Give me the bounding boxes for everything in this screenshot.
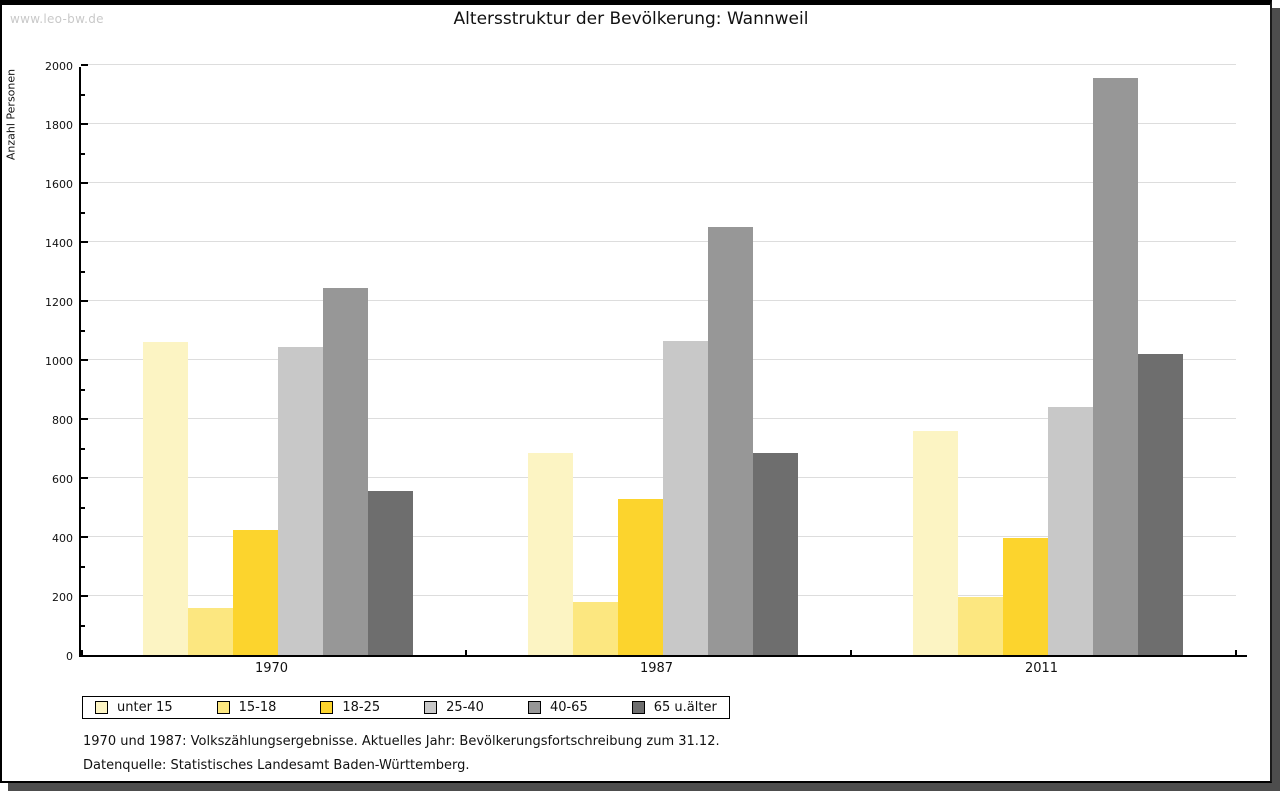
y-tick-label-1800: 1800 xyxy=(45,119,73,132)
y-major-tick-400 xyxy=(81,536,88,538)
x-tick-2 xyxy=(850,650,852,655)
bar-1987-18-25 xyxy=(618,498,663,655)
y-major-tick-1000 xyxy=(81,359,88,361)
x-tick-3 xyxy=(1235,650,1237,655)
y-minor-tick-300 xyxy=(81,565,85,568)
bar-1970-25-40 xyxy=(278,346,323,655)
y-minor-tick-500 xyxy=(81,506,85,509)
y-major-tick-1400 xyxy=(81,241,88,243)
bar-2011-65-u-lter xyxy=(1138,354,1183,655)
bar-1970-65-u-lter xyxy=(368,491,413,655)
gridline-1600 xyxy=(81,182,1236,183)
legend-label-2: 18-25 xyxy=(342,700,381,715)
y-major-tick-1800 xyxy=(81,123,88,125)
legend-item-65-u-lter: 65 u.älter xyxy=(631,700,717,715)
y-tick-label-0: 0 xyxy=(66,650,73,663)
shadow-bottom xyxy=(8,783,1272,791)
y-major-tick-200 xyxy=(81,595,88,597)
gridline-1400 xyxy=(81,241,1236,242)
shadow-right xyxy=(1272,8,1280,791)
footnote-line-1: 1970 und 1987: Volkszählungsergebnisse. … xyxy=(83,734,720,749)
legend-label-4: 40-65 xyxy=(549,700,588,715)
gridline-1800 xyxy=(81,123,1236,124)
gridline-2000 xyxy=(81,64,1236,65)
gridline-600 xyxy=(81,477,1236,478)
legend-swatch-2 xyxy=(320,701,334,714)
gridline-1200 xyxy=(81,300,1236,301)
legend-swatch-5 xyxy=(631,701,645,714)
x-tick-1 xyxy=(465,650,467,655)
y-tick-label-1000: 1000 xyxy=(45,355,73,368)
y-minor-tick-1700 xyxy=(81,152,85,155)
y-minor-tick-1900 xyxy=(81,93,85,96)
legend-item-unter-15: unter 15 xyxy=(95,700,173,715)
y-major-tick-600 xyxy=(81,477,88,479)
y-axis-title: Anzahl Personen xyxy=(4,68,18,161)
y-minor-tick-700 xyxy=(81,447,85,450)
bar-2011-15-18 xyxy=(958,597,1003,655)
bar-1987-65-u-lter xyxy=(753,452,798,655)
bar-1970-40-65 xyxy=(323,287,368,655)
y-tick-label-200: 200 xyxy=(52,591,73,604)
bar-1987-unter-15 xyxy=(528,452,573,655)
bar-1987-40-65 xyxy=(708,227,753,655)
bar-2011-unter-15 xyxy=(913,430,958,655)
legend-swatch-1 xyxy=(216,701,230,714)
legend-swatch-0 xyxy=(95,701,108,714)
x-category-label-1970: 1970 xyxy=(254,661,289,676)
gridline-800 xyxy=(81,418,1236,419)
bar-2011-18-25 xyxy=(1003,538,1048,655)
x-tick-0 xyxy=(81,650,83,655)
y-minor-tick-1300 xyxy=(81,270,85,273)
bar-1970-15-18 xyxy=(188,607,233,655)
footnote-line-2: Datenquelle: Statistisches Landesamt Bad… xyxy=(83,758,470,773)
y-tick-label-1400: 1400 xyxy=(45,237,73,250)
y-minor-tick-900 xyxy=(81,388,85,391)
legend-item-15-18: 15-18 xyxy=(216,700,277,715)
plot-area xyxy=(79,64,1247,657)
legend-swatch-4 xyxy=(527,701,541,714)
y-major-tick-2000 xyxy=(81,64,88,66)
y-tick-label-800: 800 xyxy=(52,414,73,427)
x-category-label-1987: 1987 xyxy=(639,661,674,676)
bar-2011-25-40 xyxy=(1048,407,1093,655)
y-minor-tick-1100 xyxy=(81,329,85,332)
y-major-tick-800 xyxy=(81,418,88,420)
legend-swatch-3 xyxy=(424,701,438,714)
legend-label-3: 25-40 xyxy=(446,700,484,715)
y-tick-label-1600: 1600 xyxy=(45,178,73,191)
bar-1987-25-40 xyxy=(663,340,708,655)
legend: unter 15 15-18 18-25 25-40 40-65 65 u.älter xyxy=(82,696,730,719)
y-minor-tick-1500 xyxy=(81,211,85,214)
x-category-label-2011: 2011 xyxy=(1024,661,1059,676)
y-tick-label-2000: 2000 xyxy=(45,60,73,73)
legend-item-40-65: 40-65 xyxy=(527,700,588,715)
watermark: www.leo-bw.de xyxy=(10,12,104,26)
bar-1987-15-18 xyxy=(573,601,618,655)
legend-label-0: unter 15 xyxy=(117,700,173,715)
chart-title: Altersstruktur der Bevölkerung: Wannweil xyxy=(453,9,809,29)
legend-label-5: 65 u.älter xyxy=(653,700,717,715)
legend-item-25-40: 25-40 xyxy=(424,700,484,715)
y-tick-label-400: 400 xyxy=(52,532,73,545)
y-tick-label-1200: 1200 xyxy=(45,296,73,309)
gridline-1000 xyxy=(81,359,1236,360)
bar-1970-unter-15 xyxy=(143,342,188,655)
bar-2011-40-65 xyxy=(1093,78,1138,655)
legend-label-1: 15-18 xyxy=(238,700,277,715)
y-tick-label-600: 600 xyxy=(52,473,73,486)
y-minor-tick-100 xyxy=(81,624,85,627)
bar-1970-18-25 xyxy=(233,529,278,655)
legend-item-18-25: 18-25 xyxy=(320,700,380,715)
y-major-tick-1600 xyxy=(81,182,88,184)
y-major-tick-1200 xyxy=(81,300,88,302)
